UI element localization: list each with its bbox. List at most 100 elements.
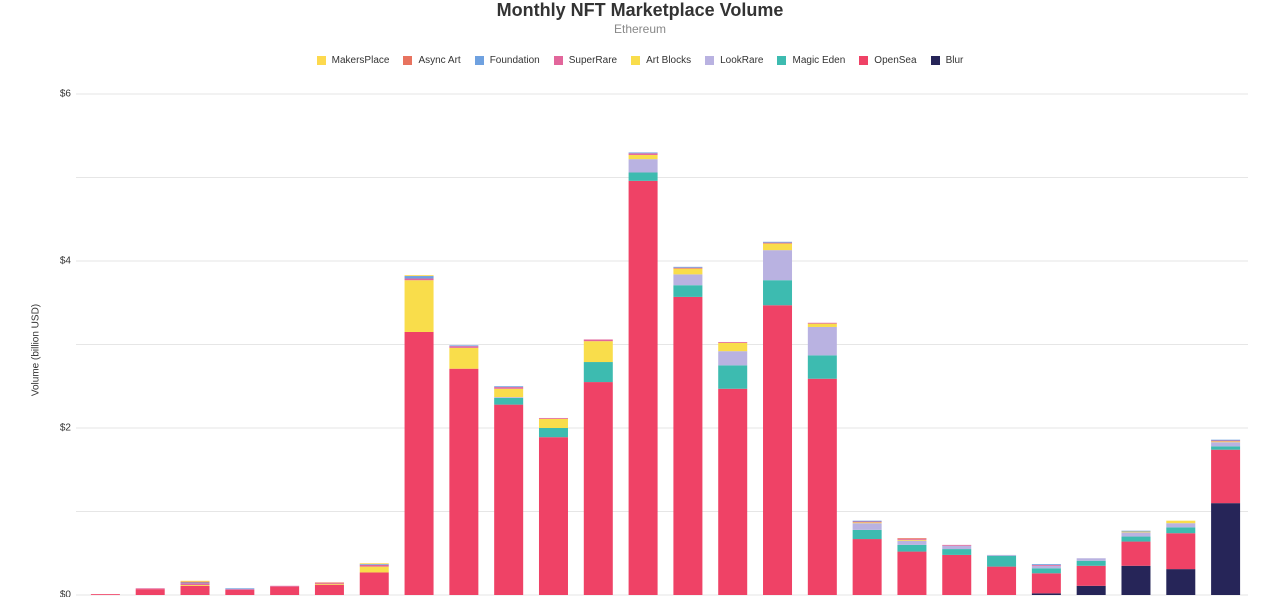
bar-segment: [628, 172, 658, 181]
bar-segment: [1076, 565, 1106, 586]
legend-swatch: [631, 56, 641, 65]
bar-segment: [1031, 573, 1061, 594]
legend-label: Magic Eden: [792, 55, 846, 66]
bar-segment: [718, 388, 748, 595]
bar-segment: [449, 368, 479, 595]
bar-segment: [1121, 532, 1151, 537]
bar-segment: [942, 544, 972, 546]
bar-segment: [180, 585, 210, 595]
bar-segment: [763, 250, 793, 281]
legend-item[interactable]: OpenSea: [859, 55, 917, 66]
legend-label: Foundation: [489, 55, 540, 66]
bar-segment: [1211, 440, 1241, 442]
bar-segment: [314, 584, 344, 585]
chart-title: Monthly NFT Marketplace Volume: [496, 0, 784, 20]
bar-segment: [807, 378, 837, 595]
bar-segment: [852, 521, 882, 523]
bar-segment: [1211, 449, 1241, 504]
bar-segment: [1121, 531, 1151, 533]
bar-segment: [763, 305, 793, 595]
bar-segment: [1166, 527, 1196, 534]
bar-segment: [897, 538, 927, 540]
bar-segment: [897, 551, 927, 595]
bar-segment: [359, 566, 389, 573]
legend-swatch: [930, 56, 940, 65]
legend-swatch: [777, 56, 787, 65]
legend-item[interactable]: SuperRare: [553, 55, 618, 66]
bar-segment: [673, 268, 703, 275]
legend-item[interactable]: Magic Eden: [777, 55, 845, 66]
bar-segment: [1031, 593, 1061, 595]
bar-segment: [852, 522, 882, 524]
bar-segment: [314, 583, 344, 585]
legend-label: Blur: [945, 55, 964, 66]
legend-item[interactable]: Foundation: [474, 55, 540, 66]
bar-segment: [494, 404, 524, 595]
legend-item[interactable]: Art Blocks: [631, 55, 691, 66]
bar-segment: [225, 589, 255, 590]
bar-segment: [404, 276, 434, 279]
bar-segment: [897, 539, 927, 541]
legend-item[interactable]: LookRare: [705, 55, 763, 66]
bar-segment: [1166, 523, 1196, 528]
legend-label: Art Blocks: [646, 55, 692, 66]
bar-segment: [628, 154, 658, 160]
bar-segment: [180, 580, 210, 582]
bar-segment: [942, 554, 972, 595]
bar-segment: [180, 582, 210, 584]
legend-label: MakersPlace: [331, 55, 390, 66]
bar-segment: [583, 382, 613, 595]
legend-swatch: [316, 56, 326, 65]
bar-segment: [538, 418, 568, 428]
bar-segment: [763, 241, 793, 243]
bar-segment: [180, 583, 210, 585]
bar-segment: [628, 153, 658, 155]
bar-segment: [404, 280, 434, 332]
bar-segment: [359, 564, 389, 567]
bar-segment: [718, 365, 748, 389]
bar-segment: [90, 594, 120, 595]
legend-label: OpenSea: [874, 55, 917, 66]
bar-segment: [718, 351, 748, 366]
bar-segment: [359, 563, 389, 565]
chart-subtitle: Ethereum: [613, 22, 667, 36]
bar-segment: [449, 346, 479, 348]
bar-segment: [897, 544, 927, 552]
legend-item[interactable]: Async Art: [403, 55, 461, 66]
bar-segment: [763, 280, 793, 306]
legend-swatch: [859, 56, 869, 65]
bar-segment: [270, 585, 300, 587]
bar-segment: [538, 428, 568, 438]
bar-segment: [1121, 536, 1151, 542]
bar-segment: [1166, 520, 1196, 524]
legend-item[interactable]: Blur: [930, 55, 964, 66]
bar-segment: [538, 417, 568, 419]
bar-segment: [1166, 569, 1196, 595]
bar-segment: [897, 540, 927, 545]
bar-segment: [1076, 558, 1106, 561]
legend-label: SuperRare: [568, 55, 618, 66]
bar-segment: [763, 242, 793, 244]
bar-segment: [180, 584, 210, 586]
y-tick-label: $2: [60, 423, 72, 434]
bar-segment: [1031, 564, 1061, 565]
bar-segment: [225, 588, 255, 590]
legend-item[interactable]: MakersPlace: [316, 55, 390, 66]
bar-segment: [494, 388, 524, 398]
bar-segment: [673, 267, 703, 269]
bar-segment: [1121, 565, 1151, 595]
bar-segment: [1076, 560, 1106, 566]
bar-segment: [404, 275, 434, 277]
bar-segment: [628, 159, 658, 173]
bar-segment: [987, 566, 1017, 595]
bar-segment: [225, 589, 255, 595]
bar-segment: [583, 341, 613, 363]
bar-segment: [1211, 441, 1241, 443]
bar-segment: [718, 341, 748, 343]
bar-segment: [494, 386, 524, 388]
bar-segment: [673, 274, 703, 286]
legend-swatch: [553, 56, 563, 65]
bar-segment: [852, 529, 882, 540]
